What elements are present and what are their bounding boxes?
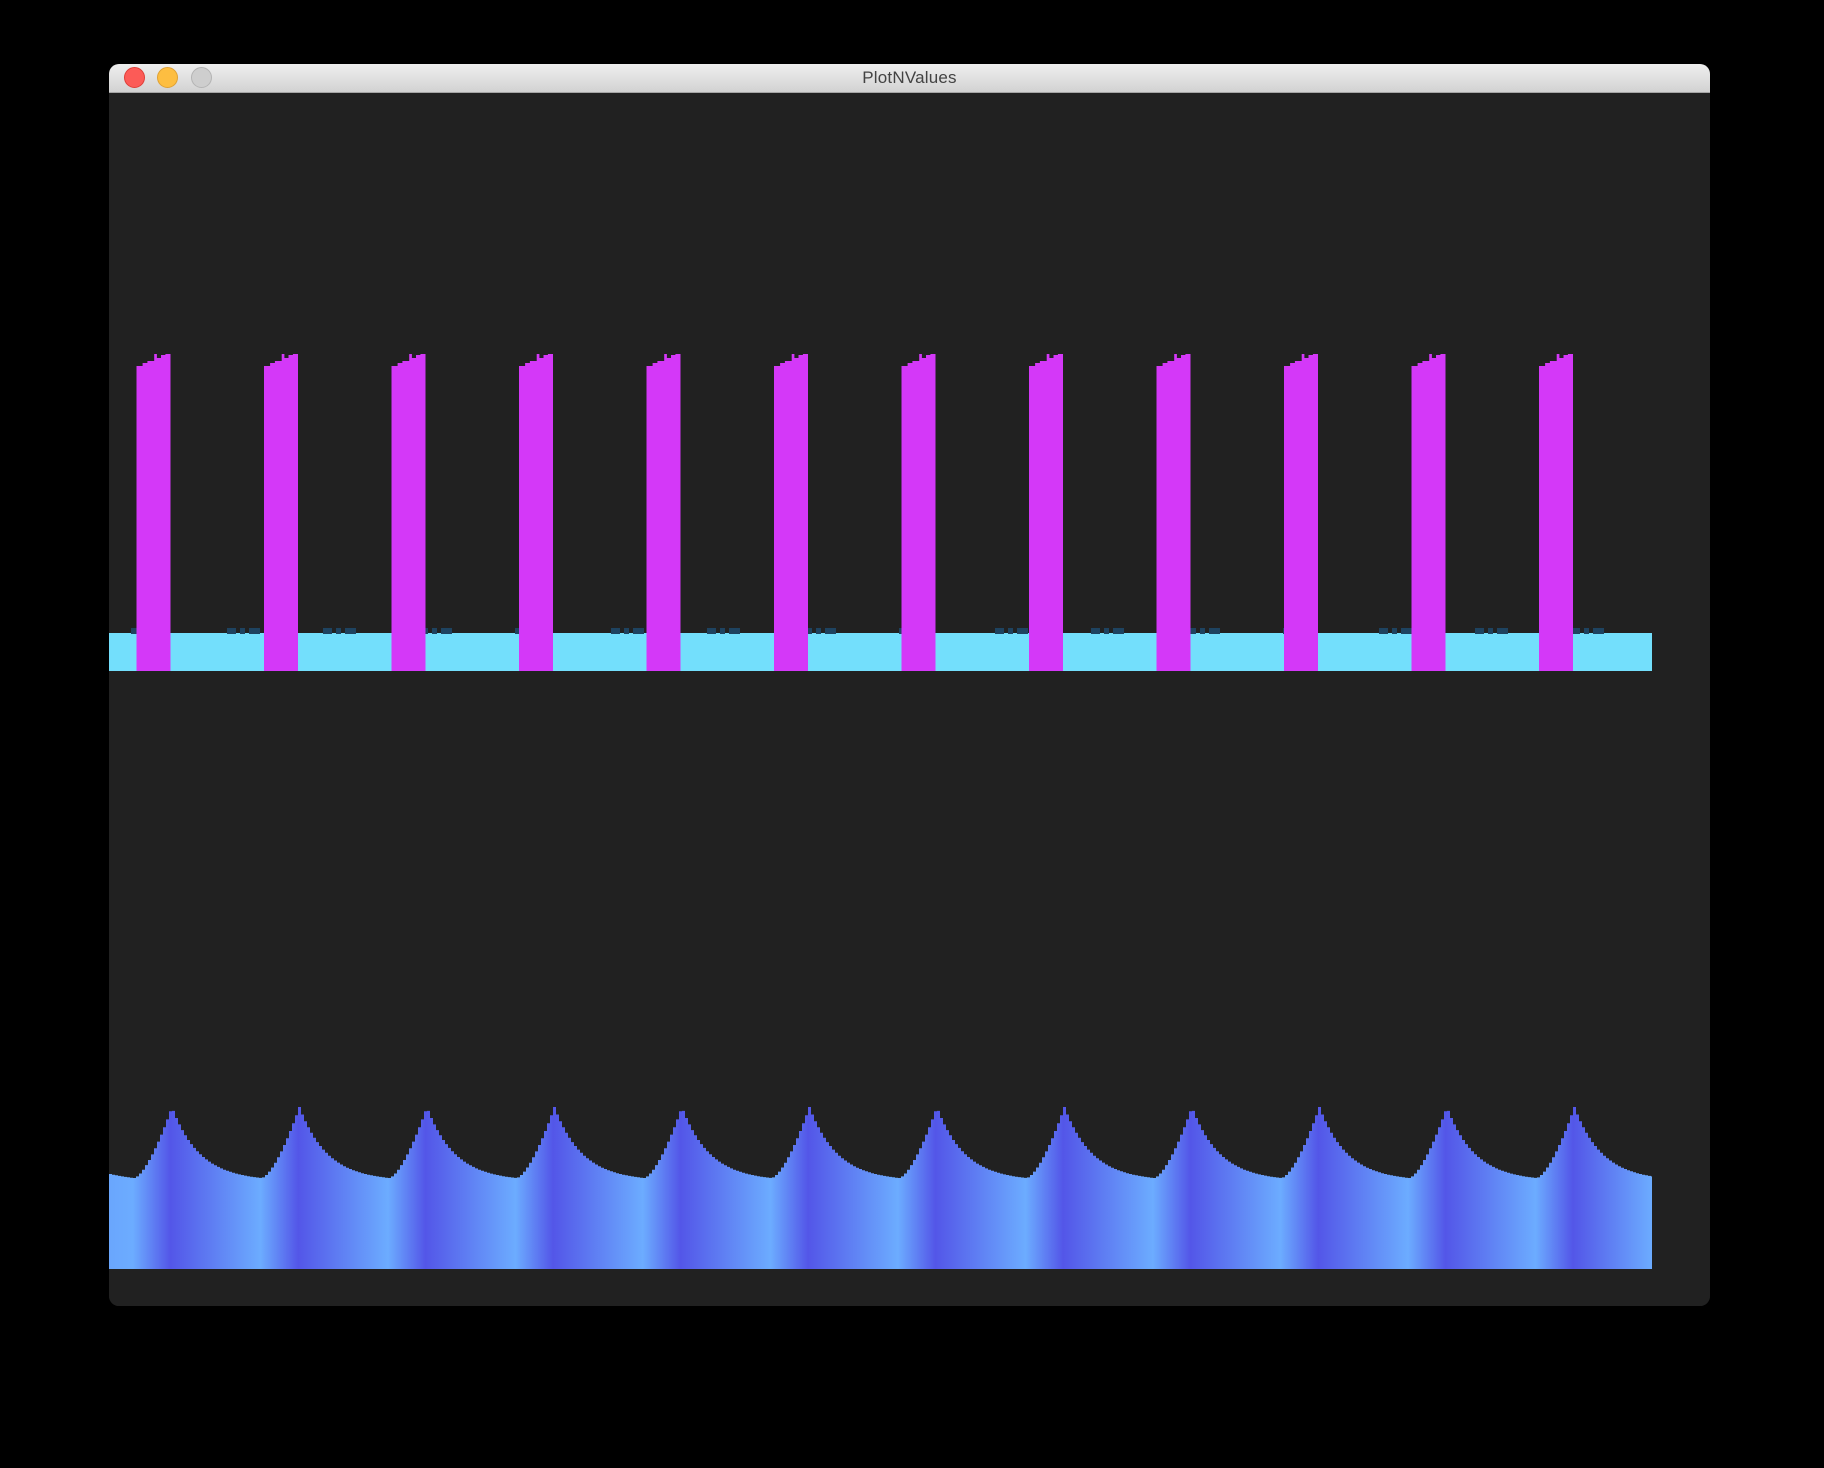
zoom-button-disabled[interactable] (191, 67, 212, 88)
baseline-tick (1488, 628, 1493, 634)
window-title: PlotNValues (862, 68, 957, 87)
baseline-tick (825, 628, 836, 634)
baseline-tick (816, 628, 821, 634)
baseline-tick (345, 628, 356, 634)
baseline-tick (323, 628, 332, 634)
baseline-tick (131, 628, 140, 634)
baseline-tick (1200, 628, 1205, 634)
baseline-tick (1593, 628, 1604, 634)
baseline-tick (249, 628, 260, 634)
baseline-tick (611, 628, 620, 634)
minimize-button[interactable] (157, 67, 178, 88)
titlebar[interactable]: PlotNValues (109, 64, 1710, 93)
app-window: PlotNValues (109, 64, 1710, 1306)
pulse-bar (901, 354, 936, 671)
baseline-tick (1392, 628, 1397, 634)
baseline-tick (432, 628, 437, 634)
baseline-tick (227, 628, 236, 634)
baseline-tick (336, 628, 341, 634)
pulse-bar (1156, 354, 1191, 671)
pulse-bar (774, 354, 808, 671)
pulse-bar (1539, 354, 1573, 671)
pulse-bar (136, 354, 171, 671)
baseline-tick (995, 628, 1004, 634)
baseline-tick (1401, 628, 1412, 634)
baseline-tick (240, 628, 245, 634)
baseline-tick (633, 628, 644, 634)
pulse-bar (1411, 354, 1446, 671)
envelope-wave (109, 1107, 1652, 1269)
baseline-tick (624, 628, 629, 634)
pulse-train-series (136, 354, 1573, 671)
baseline-tick (1379, 628, 1388, 634)
baseline-tick (1113, 628, 1124, 634)
pulse-bar (1284, 354, 1318, 671)
baseline-tick (1475, 628, 1484, 634)
baseline-tick (707, 628, 716, 634)
baseline-band (109, 633, 1652, 671)
pulse-bar (519, 354, 553, 671)
baseline-tick (1187, 628, 1196, 634)
baseline-tick (1091, 628, 1100, 634)
baseline-tick (1008, 628, 1013, 634)
close-button[interactable] (124, 67, 145, 88)
baseline-tick (720, 628, 725, 634)
pulse-bar (264, 354, 298, 671)
baseline-tick (441, 628, 452, 634)
baseline-tick (1571, 628, 1580, 634)
plot-area (109, 93, 1710, 1306)
pulse-bar (391, 354, 426, 671)
baseline-tick (1209, 628, 1220, 634)
pulse-bar (1029, 354, 1063, 671)
baseline-tick (1584, 628, 1589, 634)
plot-canvas (109, 354, 1652, 1269)
decay-envelope-series (109, 1107, 1652, 1269)
baseline-tick (1017, 628, 1028, 634)
baseline-tick (1497, 628, 1508, 634)
baseline-tick (1104, 628, 1109, 634)
pulse-bar (646, 354, 681, 671)
baseline-tick (729, 628, 740, 634)
